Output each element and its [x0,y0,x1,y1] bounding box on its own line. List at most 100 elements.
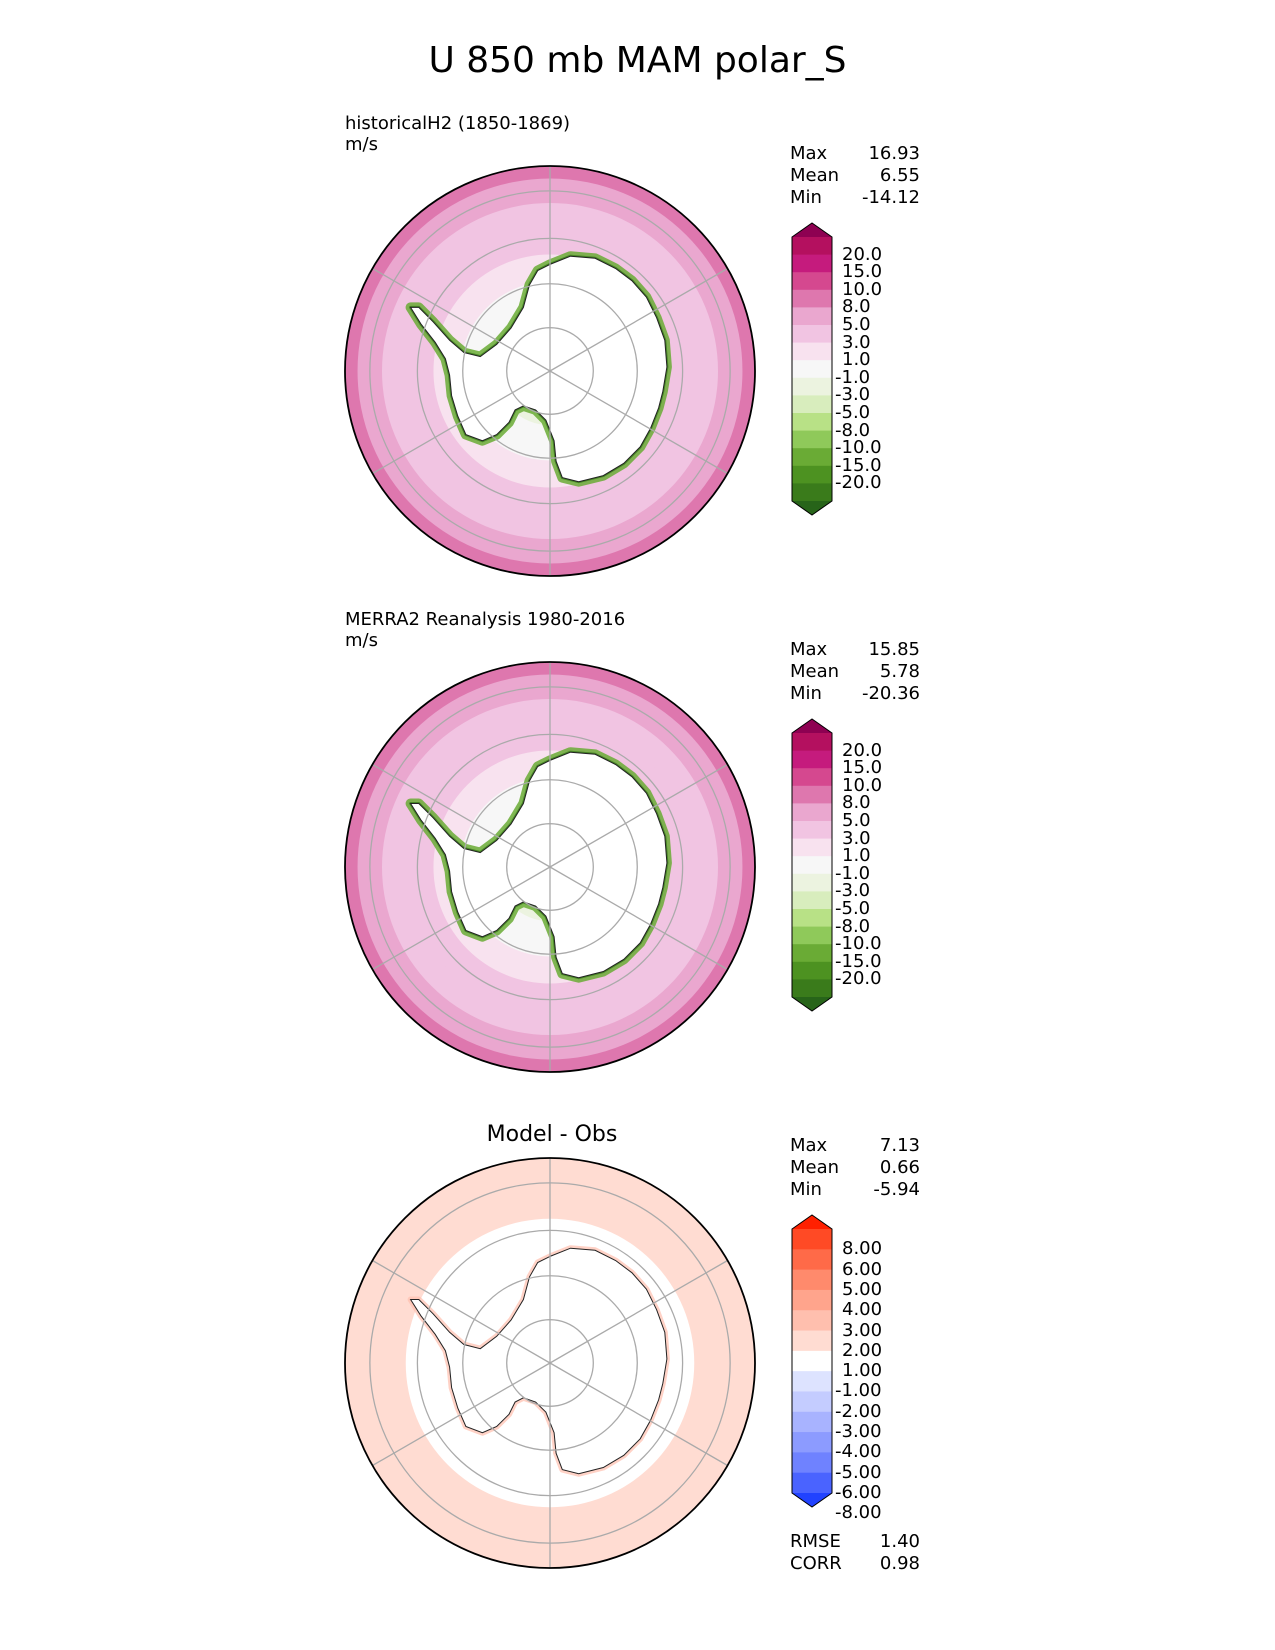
map-body [345,662,755,1072]
colorbar-tick-label: 20.0 [842,739,883,761]
antarctica-coastline [409,1247,668,1475]
colorbar-tick-label: 8.0 [842,792,871,814]
colorbar-segment [792,821,832,839]
stat-label: Max [790,1135,828,1156]
colorbar-segment [792,1432,832,1453]
panel-units-obs: m/s [345,630,378,651]
stat-value-max: 16.93 [868,143,920,164]
colorbar-segment [792,926,832,945]
antarctica-coastline [409,255,668,483]
colorbar-tick-label: 2.00 [842,1339,883,1361]
colorbar-max-extension [792,1215,832,1229]
colorbar-segment [792,1411,832,1433]
colorbar-tick-label: 6.00 [842,1258,883,1280]
colorbar-segment [792,803,832,822]
colorbar-tick-label: -1.00 [835,1380,882,1402]
stat-label: Min [790,683,822,704]
stat-value-max: 15.85 [868,639,920,660]
colorbar-max-extension [792,223,832,237]
colorbar-tick-label: -5.0 [835,402,871,423]
colorbar-tick-label: 8.0 [842,296,871,318]
colorbar-max-extension [792,719,832,733]
stats-model: Max 16.93 Mean 6.55 Min -14.12 [790,143,920,209]
colorbar-tick-label: -1.0 [835,366,871,388]
map-body [345,1158,755,1568]
colorbar-segment [792,395,832,414]
colorbar-tick-label: -1.0 [835,862,871,884]
meridian-line [372,370,551,475]
stat-label: Mean [790,1157,840,1178]
colorbar-segment [792,873,832,892]
colorbar-min-extension [792,1493,832,1507]
colorbar-tick-label: 3.0 [842,827,871,849]
stats-obs: Max 15.85 Mean 5.78 Min -20.36 [790,639,920,705]
colorbar-segment [792,325,832,343]
map-body [345,166,755,576]
meridian-line [549,267,728,372]
colorbar-segment [792,413,832,431]
panel-title-model: historicalH2 (1850-1869) [345,113,571,134]
colorbar-segment [792,785,832,804]
colorbar-tick-label: 15.0 [842,757,883,779]
map-panel-diff [344,1157,756,1569]
colorbar-segment [792,961,832,980]
colorbar-segment [792,483,832,502]
map-panel-model [344,165,756,577]
main-title: U 850 mb MAM polar_S [428,40,847,81]
colorbar-tick-label: -8.0 [835,915,871,937]
meridian-line [372,1259,551,1364]
colorbar-tick-label: -3.0 [835,880,871,902]
colorbar-segment [792,838,832,857]
colorbar-tick-label: 1.0 [842,349,871,371]
colorbar-segment [792,944,832,963]
colorbar-segment [792,377,832,396]
colorbar-segment [792,856,832,875]
meridian-line [549,1362,728,1467]
meridian-line [549,1259,728,1364]
colorbar-outline [791,718,833,1012]
stat-label: Min [790,187,822,208]
stat-value-mean: 5.78 [879,661,920,682]
colorbar-segment [792,465,832,484]
colorbar-segment [792,768,832,787]
meridian-line [372,267,551,372]
meridian-line [549,763,728,868]
panel-title-obs: MERRA2 Reanalysis 1980-2016 [345,609,626,630]
colorbar-tick-label: 10.0 [842,278,883,300]
colorbar-segment [792,360,832,379]
colorbar-tick-label: -8.00 [835,1502,882,1524]
colorbar-segment [792,891,832,910]
colorbar-tick-label: 20.0 [842,243,883,265]
panel-units-model: m/s [345,134,378,155]
colorbar-segment [792,1371,832,1392]
stat-value-min: -20.36 [861,683,920,704]
colorbar-segment [792,307,832,326]
colorbar-tick-label: -15.0 [835,454,882,476]
colorbar-min-extension [792,501,832,515]
colorbar-segment [792,1452,832,1474]
colorbar-segment [792,979,832,998]
stats-diff: Max 7.13 Mean 0.66 Min -5.94 [790,1135,920,1201]
colorbar-obs [791,718,833,1012]
metrics-diff: RMSE 1.40 CORR 0.98 [790,1531,920,1575]
colorbar-tick-label: 8.00 [842,1238,883,1260]
colorbar-tick-label: 5.0 [842,810,871,831]
metric-label: CORR [790,1553,842,1574]
colorbar-tick-label: -3.0 [835,384,871,406]
colorbar-tick-label: -20.0 [835,968,882,990]
colorbar-tick-label: 3.0 [842,331,871,353]
meridian-line [372,866,551,971]
colorbar-segment [792,1229,832,1250]
colorbar-segment [792,289,832,308]
colorbar-tick-label: 1.0 [842,845,871,867]
colorbar-model [791,222,833,516]
colorbar-segment [792,1310,832,1331]
colorbar-segment [792,272,832,291]
colorbar-tick-label: 4.00 [842,1299,883,1321]
colorbar-segment [792,750,832,769]
colorbar-tick-label: 1.00 [842,1360,883,1382]
colorbar-tick-label: 3.00 [842,1319,883,1341]
colorbar-diff [791,1214,833,1508]
metric-value-corr: 0.98 [879,1553,920,1574]
meridian-line [549,370,728,475]
